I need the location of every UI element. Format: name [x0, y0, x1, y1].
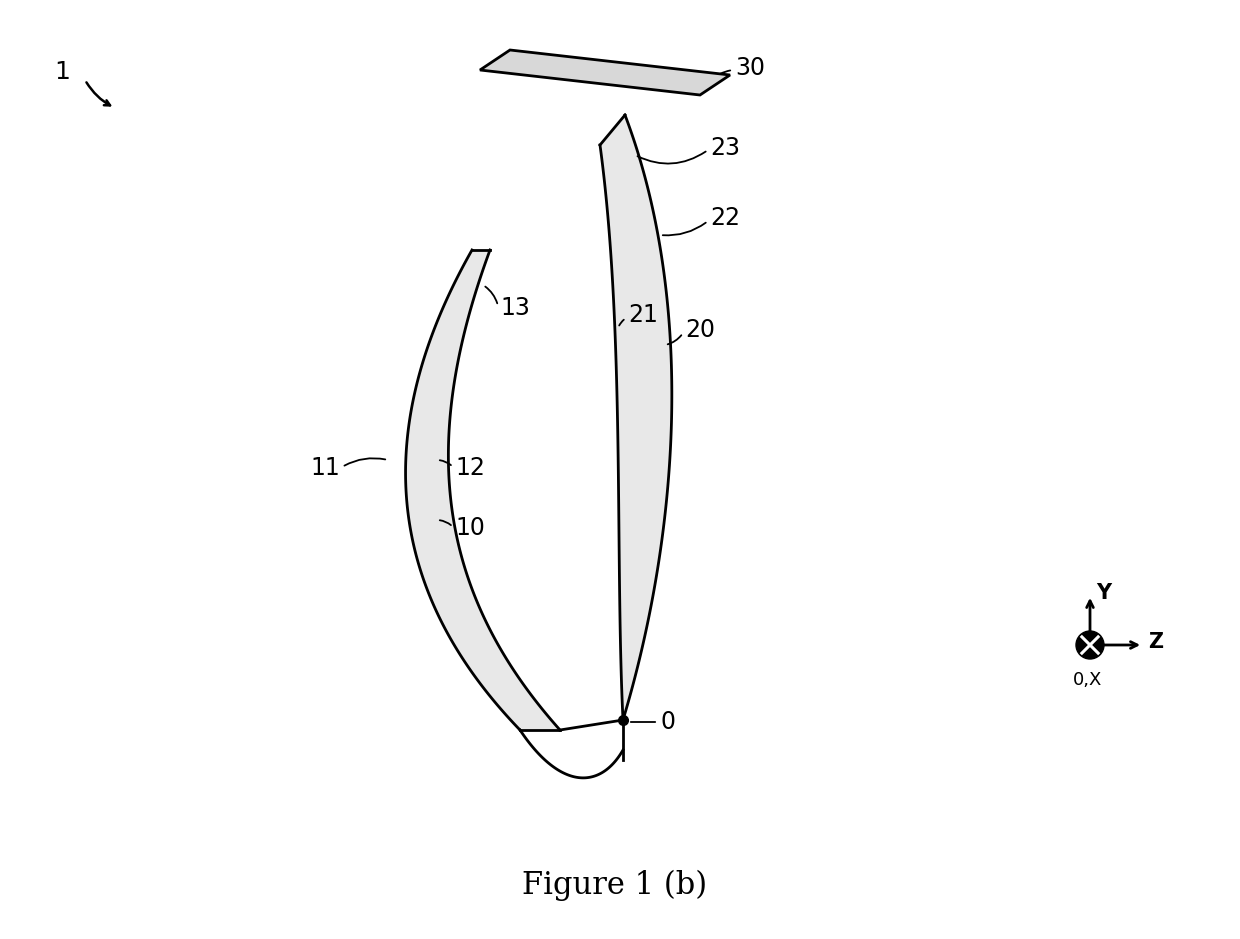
Polygon shape — [405, 250, 560, 730]
Text: 12: 12 — [455, 456, 485, 480]
Text: 21: 21 — [627, 303, 658, 327]
Polygon shape — [600, 115, 672, 720]
Text: 1: 1 — [55, 60, 69, 84]
Text: 0: 0 — [660, 710, 675, 734]
Text: 13: 13 — [500, 296, 529, 320]
Text: Figure 1 (b): Figure 1 (b) — [522, 870, 708, 901]
Circle shape — [1076, 631, 1104, 659]
Text: 20: 20 — [684, 318, 715, 342]
Text: 11: 11 — [310, 456, 340, 480]
Text: 30: 30 — [735, 56, 765, 80]
Text: 22: 22 — [711, 206, 740, 230]
Polygon shape — [480, 50, 730, 95]
Text: Z: Z — [1148, 632, 1163, 652]
Text: 0,X: 0,X — [1074, 671, 1102, 689]
Text: Y: Y — [1096, 583, 1111, 603]
Text: 23: 23 — [711, 136, 740, 160]
Text: 10: 10 — [455, 516, 485, 540]
